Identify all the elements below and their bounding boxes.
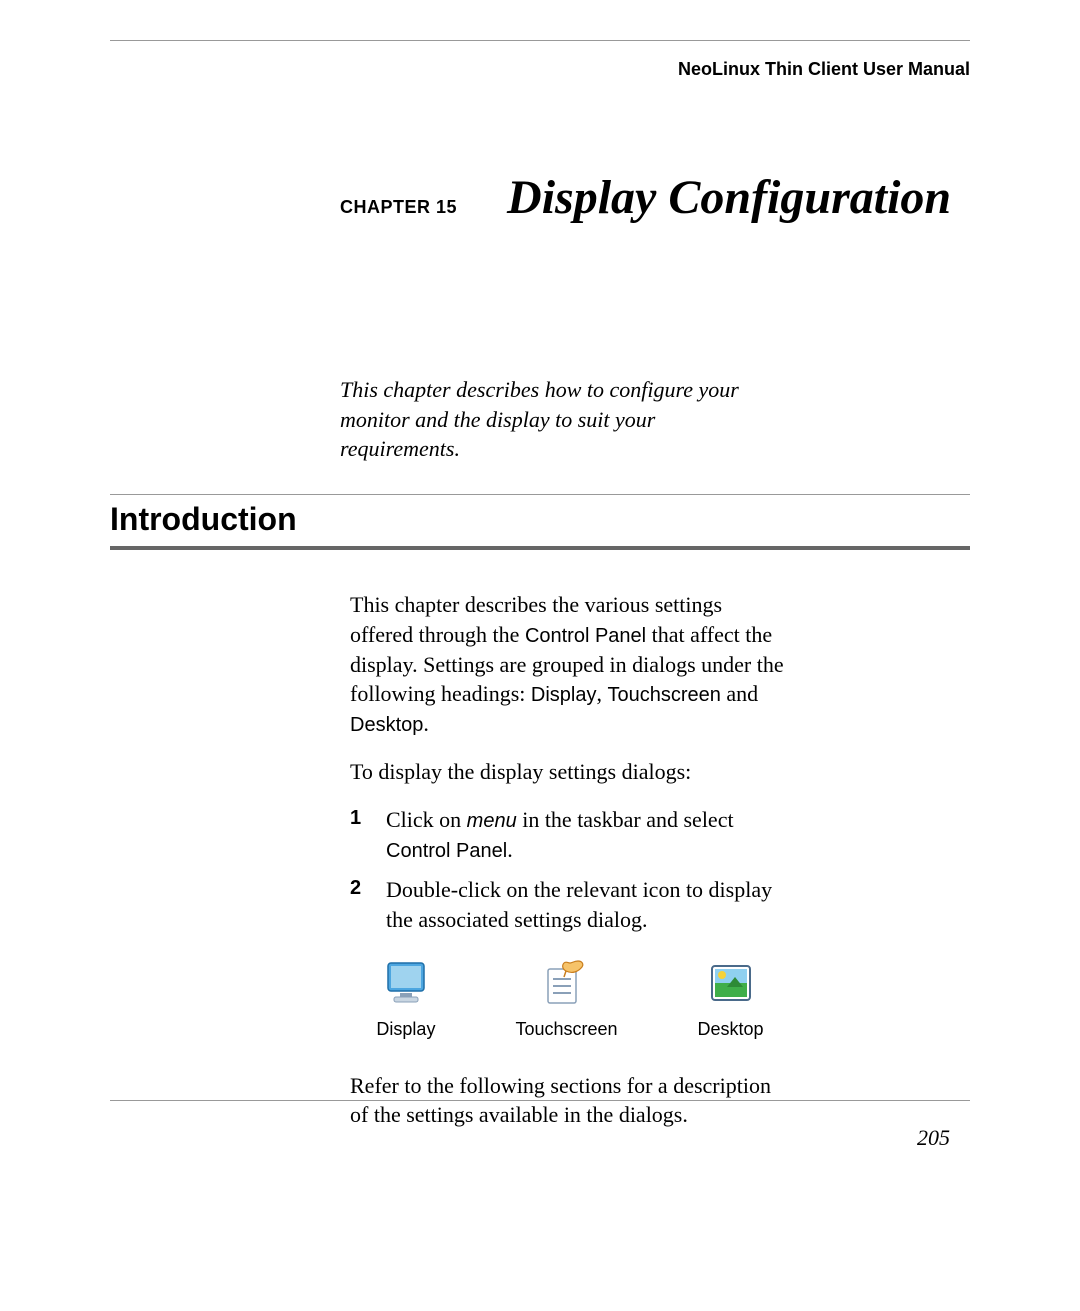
display-icon-item: Display: [376, 959, 435, 1041]
step-1-mid: in the taskbar and select: [517, 807, 734, 832]
intro-sep2: and: [721, 681, 758, 706]
display-icon: [382, 959, 430, 1007]
touchscreen-term: Touchscreen: [607, 684, 720, 706]
step-1-text: Click on menu in the taskbar and select …: [386, 805, 790, 865]
display-icon-label: Display: [376, 1017, 435, 1041]
section-rule-thick: [110, 546, 970, 550]
touchscreen-icon-label: Touchscreen: [515, 1017, 617, 1041]
icon-row: Display Touchscreen: [350, 959, 790, 1041]
step-1-end: .: [507, 837, 513, 862]
step-2-number: 2: [350, 875, 368, 934]
page-number: 205: [917, 1125, 950, 1151]
desktop-icon-label: Desktop: [698, 1017, 764, 1041]
step-2-text: Double-click on the relevant icon to dis…: [386, 875, 790, 934]
steps-lead: To display the display settings dialogs:: [350, 757, 790, 787]
control-panel-term: Control Panel: [525, 625, 646, 647]
touchscreen-icon-item: Touchscreen: [515, 959, 617, 1041]
chapter-intro: This chapter describes how to configure …: [110, 375, 750, 464]
intro-paragraph: This chapter describes the various setti…: [350, 590, 790, 739]
display-term: Display: [531, 684, 597, 706]
step-1: 1 Click on menu in the taskbar and selec…: [350, 805, 790, 865]
running-head: NeoLinux Thin Client User Manual: [110, 59, 970, 80]
chapter-label: CHAPTER 15: [340, 197, 457, 218]
section-title: Introduction: [110, 501, 297, 540]
section-heading-row: Introduction: [110, 501, 970, 540]
control-panel-term-2: Control Panel: [386, 840, 507, 862]
desktop-icon-item: Desktop: [698, 959, 764, 1041]
desktop-icon: [707, 959, 755, 1007]
step-1-number: 1: [350, 805, 368, 865]
step-2: 2 Double-click on the relevant icon to d…: [350, 875, 790, 934]
touchscreen-icon: [542, 959, 590, 1007]
body-area: This chapter describes the various setti…: [110, 590, 790, 1130]
step-1-pre: Click on: [386, 807, 467, 832]
page: NeoLinux Thin Client User Manual CHAPTER…: [0, 0, 1080, 1311]
intro-sep1: ,: [596, 681, 607, 706]
menu-term: menu: [467, 810, 517, 832]
section-rule-top: [110, 494, 970, 495]
desktop-term: Desktop: [350, 714, 423, 736]
intro-end: .: [423, 711, 429, 736]
top-rule: [110, 40, 970, 41]
steps-list: 1 Click on menu in the taskbar and selec…: [350, 805, 790, 934]
chapter-heading: CHAPTER 15 Display Configuration: [110, 170, 970, 225]
chapter-title: Display Configuration: [507, 170, 951, 225]
bottom-rule: [110, 1100, 970, 1101]
